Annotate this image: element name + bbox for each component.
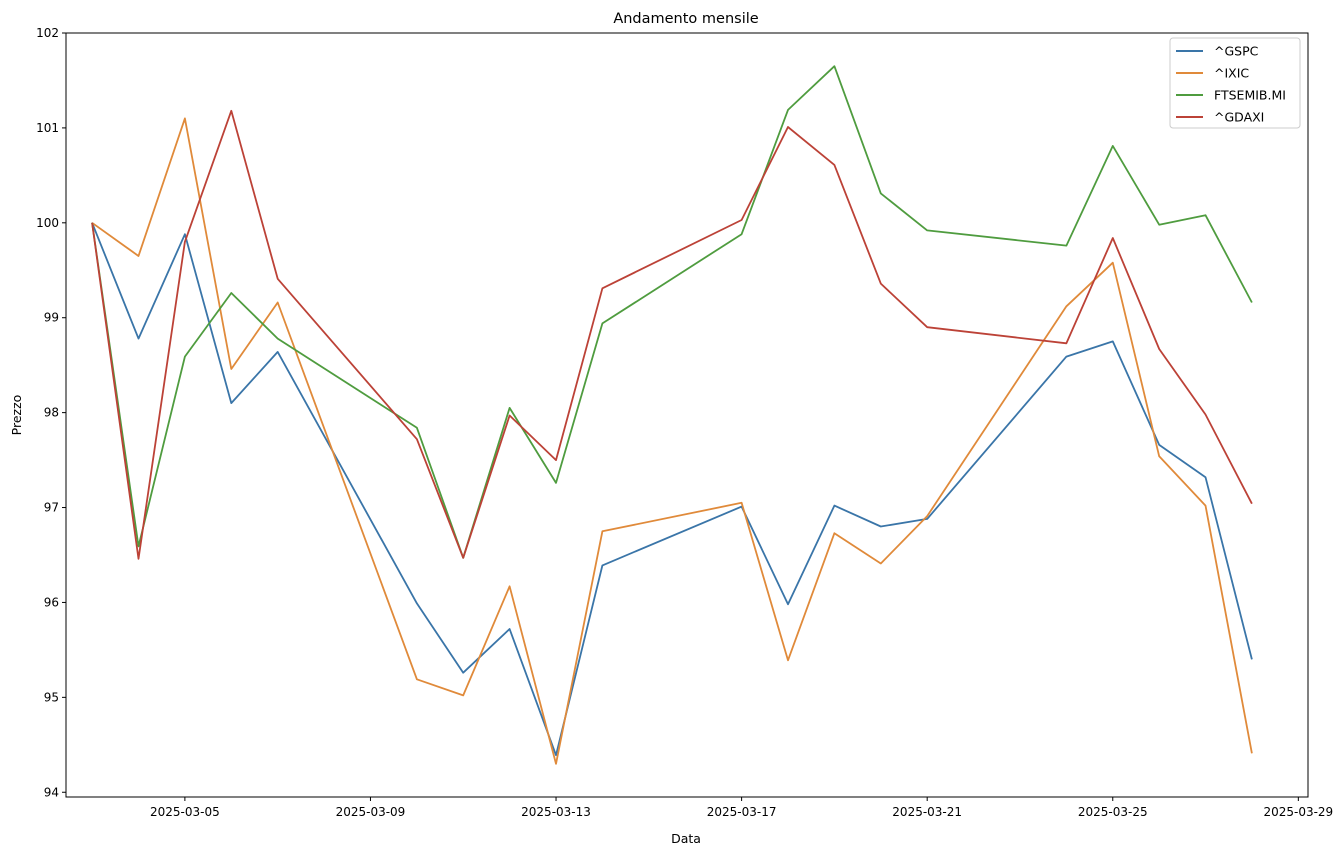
y-tick-label: 98: [44, 406, 59, 420]
x-tick-label: 2025-03-09: [336, 805, 406, 819]
y-tick-label: 94: [44, 785, 59, 799]
series-lines: [91, 65, 1253, 765]
legend-label: ^IXIC: [1214, 66, 1249, 81]
y-axis: 94 95 96 97 98 99 100 101 102: [36, 26, 66, 799]
series-line-3: [91, 109, 1253, 560]
plot-area: [65, 32, 1309, 798]
x-tick-label: 2025-03-05: [150, 805, 220, 819]
series-line-0: [91, 222, 1253, 757]
x-tick-label: 2025-03-21: [892, 805, 962, 819]
y-tick-label: 102: [36, 26, 59, 40]
y-tick-label: 95: [44, 690, 59, 704]
legend: ^GSPC ^IXIC FTSEMIB.MI ^GDAXI: [1169, 37, 1301, 129]
x-axis: 2025-03-05 2025-03-09 2025-03-13 2025-03-17…: [150, 797, 1333, 819]
x-tick-label: 2025-03-29: [1263, 805, 1333, 819]
x-tick-label: 2025-03-13: [521, 805, 591, 819]
legend-label: ^GDAXI: [1214, 110, 1264, 125]
x-tick-label: 2025-03-25: [1078, 805, 1148, 819]
y-axis-label: Prezzo: [9, 395, 24, 436]
y-tick-label: 99: [44, 311, 59, 325]
series-line-1: [91, 117, 1253, 765]
y-tick-label: 97: [44, 501, 59, 515]
legend-label: FTSEMIB.MI: [1214, 88, 1286, 103]
y-tick-label: 96: [44, 595, 59, 609]
x-tick-label: 2025-03-17: [707, 805, 777, 819]
y-tick-label: 101: [36, 121, 59, 135]
legend-label: ^GSPC: [1214, 44, 1259, 59]
series-line-2: [91, 65, 1253, 559]
y-tick-label: 100: [36, 216, 59, 230]
legend-box: [1169, 37, 1301, 129]
chart-title: Andamento mensile: [613, 11, 758, 27]
x-axis-label: Data: [671, 831, 701, 846]
